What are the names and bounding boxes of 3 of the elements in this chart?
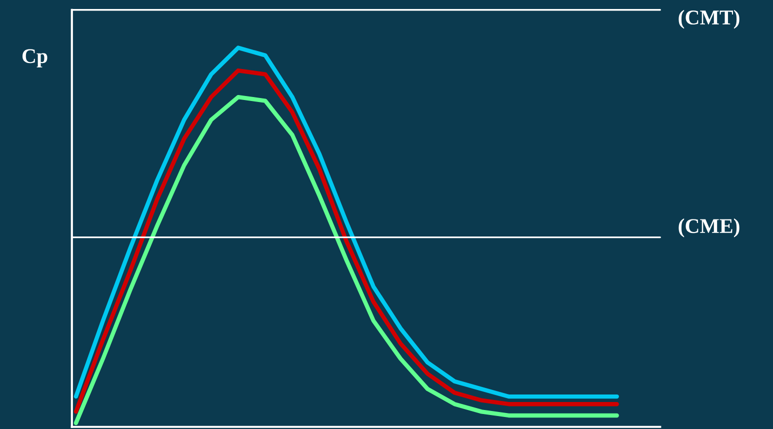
ref-line-label: (CME) [678, 218, 740, 238]
y-axis-title: Cp [22, 49, 48, 68]
ref-line-label: (CMT) [678, 10, 740, 29]
